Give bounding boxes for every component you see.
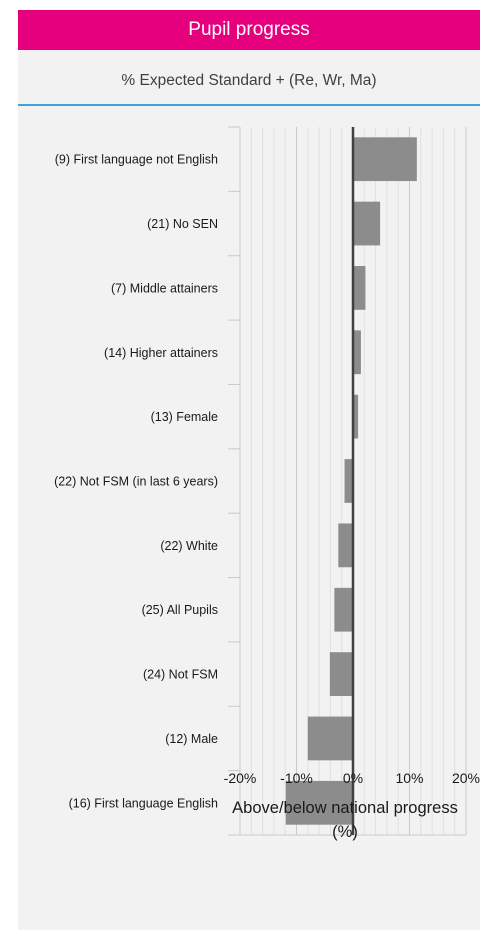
bar <box>353 137 417 182</box>
category-label: (14) Higher attainers <box>104 346 218 360</box>
category-label: (7) Middle attainers <box>111 281 218 295</box>
bar <box>344 459 353 503</box>
x-tick-label: 0% <box>343 770 363 786</box>
chart-subtitle: % Expected Standard + (Re, Wr, Ma) <box>121 72 377 89</box>
x-axis-label: Above/below national progress (%) <box>232 799 458 841</box>
category-label: (9) First language not English <box>55 153 218 167</box>
x-tick-label: -10% <box>280 770 313 786</box>
chart-title: Pupil progress <box>188 19 310 40</box>
x-tick-label: 10% <box>395 770 423 786</box>
category-label: (16) First language English <box>69 796 218 810</box>
x-tick-label: 20% <box>452 770 480 786</box>
bar <box>307 716 353 761</box>
category-label: (24) Not FSM <box>143 668 218 682</box>
bar <box>353 266 366 310</box>
bar <box>329 652 353 696</box>
category-label: (25) All Pupils <box>142 603 218 617</box>
category-label: (21) No SEN <box>147 217 218 231</box>
subtitle-divider <box>18 104 480 106</box>
bar <box>285 780 353 825</box>
chart-header: Pupil progress <box>18 10 480 50</box>
bar <box>353 330 361 375</box>
x-tick-label: -20% <box>224 770 257 786</box>
category-label: (12) Male <box>165 732 218 746</box>
bar <box>338 523 353 568</box>
bar <box>353 394 359 439</box>
category-label: (13) Female <box>151 410 218 424</box>
category-label: (22) White <box>160 539 218 553</box>
bar <box>353 201 381 246</box>
category-label: (22) Not FSM (in last 6 years) <box>54 475 218 489</box>
bar <box>334 587 353 632</box>
